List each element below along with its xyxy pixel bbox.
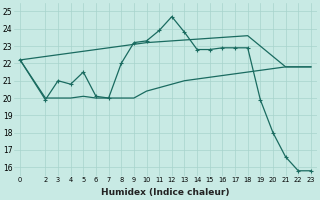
X-axis label: Humidex (Indice chaleur): Humidex (Indice chaleur) bbox=[101, 188, 230, 197]
